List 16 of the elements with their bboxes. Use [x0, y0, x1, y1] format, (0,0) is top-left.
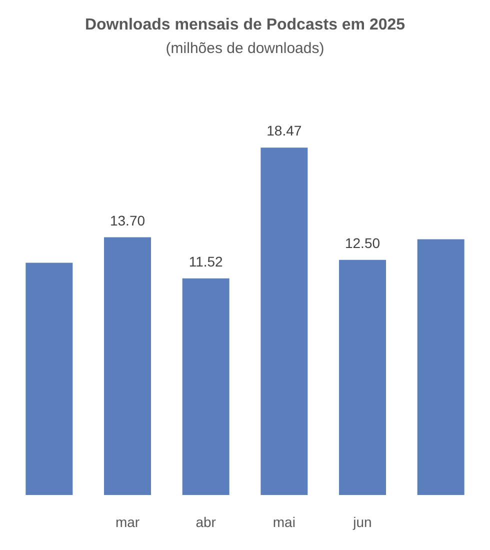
x-tick-label: mai: [272, 514, 296, 530]
bar: [417, 239, 464, 495]
bar: [182, 278, 230, 495]
data-label: 18.47: [266, 122, 302, 139]
chart-title: Downloads mensais de Podcasts em 2025: [84, 16, 406, 34]
chart-subtitle: (milhões de downloads): [166, 40, 324, 57]
x-tick-label: jun: [352, 514, 372, 530]
bar: [104, 237, 151, 495]
x-tick-label: abr: [196, 514, 216, 530]
data-label: 12.50: [344, 234, 380, 251]
x-tick-label: mar: [115, 514, 140, 530]
bar: [26, 262, 73, 495]
data-label: 11.52: [188, 253, 224, 270]
bar: [339, 260, 386, 495]
bar: [260, 148, 308, 495]
data-label: 13.70: [110, 212, 146, 228]
